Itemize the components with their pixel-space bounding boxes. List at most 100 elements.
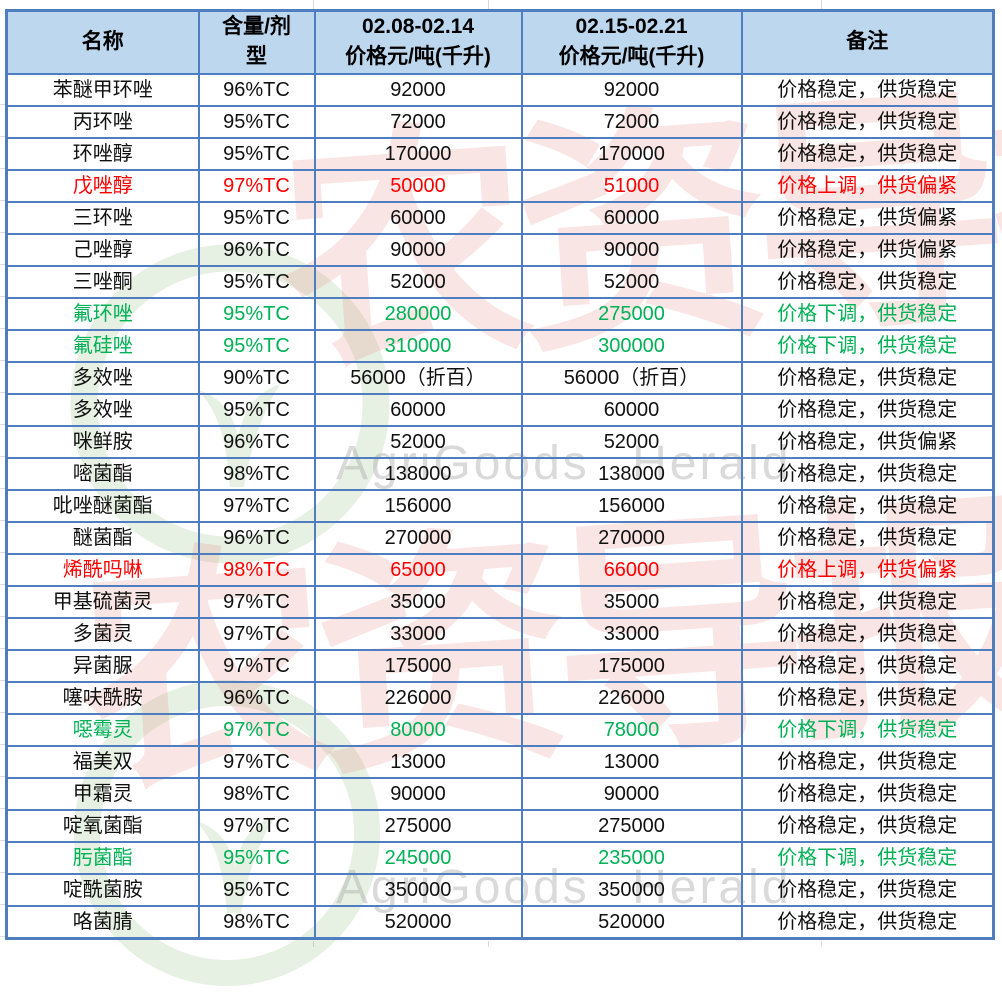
cell-remark: 价格稳定，供货稳定 bbox=[740, 264, 995, 299]
table-row: 多效唑 90%TC 56000（折百） 56000（折百） 价格稳定，供货稳定 bbox=[5, 360, 995, 395]
cell-product-name: 甲霜灵 bbox=[5, 776, 200, 811]
table-row: 三唑酮 95%TC 52000 52000 价格稳定，供货稳定 bbox=[5, 264, 995, 299]
cell-spec: 95%TC bbox=[197, 392, 316, 427]
cell-product-name: 氟硅唑 bbox=[5, 328, 200, 363]
cell-price-week1: 33000 bbox=[313, 616, 523, 651]
cell-price-week1: 50000 bbox=[313, 168, 523, 203]
cell-product-name: 三唑酮 bbox=[5, 264, 200, 299]
header-week1: 02.08-02.14 价格元/吨(千升) bbox=[313, 9, 523, 75]
gridline-stub bbox=[821, 941, 822, 947]
cell-price-week2: 13000 bbox=[520, 744, 743, 779]
cell-product-name: 异菌脲 bbox=[5, 648, 200, 683]
cell-price-week2: 90000 bbox=[520, 232, 743, 267]
cell-remark: 价格稳定，供货稳定 bbox=[740, 584, 995, 619]
cell-price-week1: 175000 bbox=[313, 648, 523, 683]
cell-spec: 97%TC bbox=[197, 168, 316, 203]
cell-remark: 价格稳定，供货稳定 bbox=[740, 360, 995, 395]
gridline-stub bbox=[313, 941, 314, 947]
table-row: 福美双 97%TC 13000 13000 价格稳定，供货稳定 bbox=[5, 744, 995, 779]
header-spec: 含量/剂 型 bbox=[197, 9, 316, 75]
cell-product-name: 噁霉灵 bbox=[5, 712, 200, 747]
cell-product-name: 噻呋酰胺 bbox=[5, 680, 200, 715]
table-row: 丙环唑 95%TC 72000 72000 价格稳定，供货稳定 bbox=[5, 104, 995, 139]
cell-spec: 97%TC bbox=[197, 616, 316, 651]
cell-product-name: 丙环唑 bbox=[5, 104, 200, 139]
gridline-stub bbox=[488, 941, 489, 947]
table-row: 甲基硫菌灵 97%TC 35000 35000 价格稳定，供货稳定 bbox=[5, 584, 995, 619]
cell-remark: 价格稳定，供货稳定 bbox=[740, 616, 995, 651]
table-row: 烯酰吗啉 98%TC 65000 66000 价格上调，供货偏紧 bbox=[5, 552, 995, 587]
cell-price-week2: 226000 bbox=[520, 680, 743, 715]
cell-remark: 价格稳定，供货偏紧 bbox=[740, 232, 995, 267]
header-week1-unit: 价格元/吨(千升) bbox=[345, 45, 491, 69]
table-row: 吡唑醚菌酯 97%TC 156000 156000 价格稳定，供货稳定 bbox=[5, 488, 995, 523]
cell-price-week2: 60000 bbox=[520, 392, 743, 427]
table-row: 甲霜灵 98%TC 90000 90000 价格稳定，供货稳定 bbox=[5, 776, 995, 811]
cell-product-name: 三环唑 bbox=[5, 200, 200, 235]
header-spec-line1: 含量/剂 bbox=[222, 15, 291, 38]
cell-price-week1: 310000 bbox=[313, 328, 523, 363]
cell-price-week2: 156000 bbox=[520, 488, 743, 523]
cell-product-name: 福美双 bbox=[5, 744, 200, 779]
cell-price-week2: 275000 bbox=[520, 296, 743, 331]
cell-price-week2: 92000 bbox=[520, 72, 743, 107]
cell-price-week1: 90000 bbox=[313, 232, 523, 267]
table-row: 苯醚甲环唑 96%TC 92000 92000 价格稳定，供货稳定 bbox=[5, 72, 995, 107]
cell-product-name: 多效唑 bbox=[5, 392, 200, 427]
cell-price-week1: 90000 bbox=[313, 776, 523, 811]
cell-price-week1: 72000 bbox=[313, 104, 523, 139]
cell-price-week1: 92000 bbox=[313, 72, 523, 107]
table-row: 氟硅唑 95%TC 310000 300000 价格下调，供货稳定 bbox=[5, 328, 995, 363]
table-row: 啶酰菌胺 95%TC 350000 350000 价格稳定，供货稳定 bbox=[5, 872, 995, 907]
cell-remark: 价格稳定，供货稳定 bbox=[740, 104, 995, 139]
table-row: 己唑醇 96%TC 90000 90000 价格稳定，供货偏紧 bbox=[5, 232, 995, 267]
table-row: 噻呋酰胺 96%TC 226000 226000 价格稳定，供货稳定 bbox=[5, 680, 995, 715]
cell-remark: 价格下调，供货稳定 bbox=[740, 296, 995, 331]
header-week1-dates: 02.08-02.14 bbox=[361, 15, 475, 38]
cell-price-week2: 170000 bbox=[520, 136, 743, 171]
cell-spec: 95%TC bbox=[197, 200, 316, 235]
table-row: 环唑醇 95%TC 170000 170000 价格稳定，供货稳定 bbox=[5, 136, 995, 171]
gridline-stub bbox=[0, 73, 5, 939]
cell-product-name: 咯菌腈 bbox=[5, 904, 200, 940]
cell-remark: 价格稳定，供货偏紧 bbox=[740, 424, 995, 459]
header-spec-line2: 型 bbox=[246, 45, 267, 69]
table-body: 苯醚甲环唑 96%TC 92000 92000 价格稳定，供货稳定 丙环唑 95… bbox=[5, 72, 995, 940]
table-row: 多菌灵 97%TC 33000 33000 价格稳定，供货稳定 bbox=[5, 616, 995, 651]
cell-spec: 97%TC bbox=[197, 744, 316, 779]
cell-product-name: 啶酰菌胺 bbox=[5, 872, 200, 907]
gridline-stub bbox=[821, 0, 822, 9]
table-row: 咯菌腈 98%TC 520000 520000 价格稳定，供货稳定 bbox=[5, 904, 995, 940]
cell-remark: 价格稳定，供货稳定 bbox=[740, 72, 995, 107]
table-row: 咪鲜胺 96%TC 52000 52000 价格稳定，供货偏紧 bbox=[5, 424, 995, 459]
cell-price-week2: 66000 bbox=[520, 552, 743, 587]
table-row: 三环唑 95%TC 60000 60000 价格稳定，供货偏紧 bbox=[5, 200, 995, 235]
header-remark: 备注 bbox=[740, 9, 995, 75]
cell-spec: 95%TC bbox=[197, 136, 316, 171]
price-table: 名称 含量/剂 型 02.08-02.14 价格元/吨(千升) 02.15-02… bbox=[5, 9, 995, 940]
cell-price-week1: 350000 bbox=[313, 872, 523, 907]
cell-spec: 98%TC bbox=[197, 904, 316, 940]
header-week2-unit: 价格元/吨(千升) bbox=[558, 45, 705, 69]
cell-spec: 95%TC bbox=[197, 296, 316, 331]
cell-price-week1: 80000 bbox=[313, 712, 523, 747]
cell-product-name: 咪鲜胺 bbox=[5, 424, 200, 459]
gridline-stub bbox=[488, 0, 489, 9]
cell-spec: 96%TC bbox=[197, 72, 316, 107]
cell-price-week2: 35000 bbox=[520, 584, 743, 619]
cell-price-week2: 90000 bbox=[520, 776, 743, 811]
cell-remark: 价格上调，供货偏紧 bbox=[740, 168, 995, 203]
cell-remark: 价格下调，供货稳定 bbox=[740, 712, 995, 747]
cell-price-week2: 60000 bbox=[520, 200, 743, 235]
cell-remark: 价格稳定，供货稳定 bbox=[740, 648, 995, 683]
cell-remark: 价格稳定，供货稳定 bbox=[740, 872, 995, 907]
cell-spec: 95%TC bbox=[197, 840, 316, 875]
cell-price-week1: 60000 bbox=[313, 200, 523, 235]
cell-remark: 价格稳定，供货稳定 bbox=[740, 392, 995, 427]
cell-spec: 98%TC bbox=[197, 776, 316, 811]
cell-product-name: 吡唑醚菌酯 bbox=[5, 488, 200, 523]
cell-remark: 价格稳定，供货稳定 bbox=[740, 776, 995, 811]
cell-price-week1: 13000 bbox=[313, 744, 523, 779]
cell-price-week2: 270000 bbox=[520, 520, 743, 555]
cell-spec: 98%TC bbox=[197, 456, 316, 491]
